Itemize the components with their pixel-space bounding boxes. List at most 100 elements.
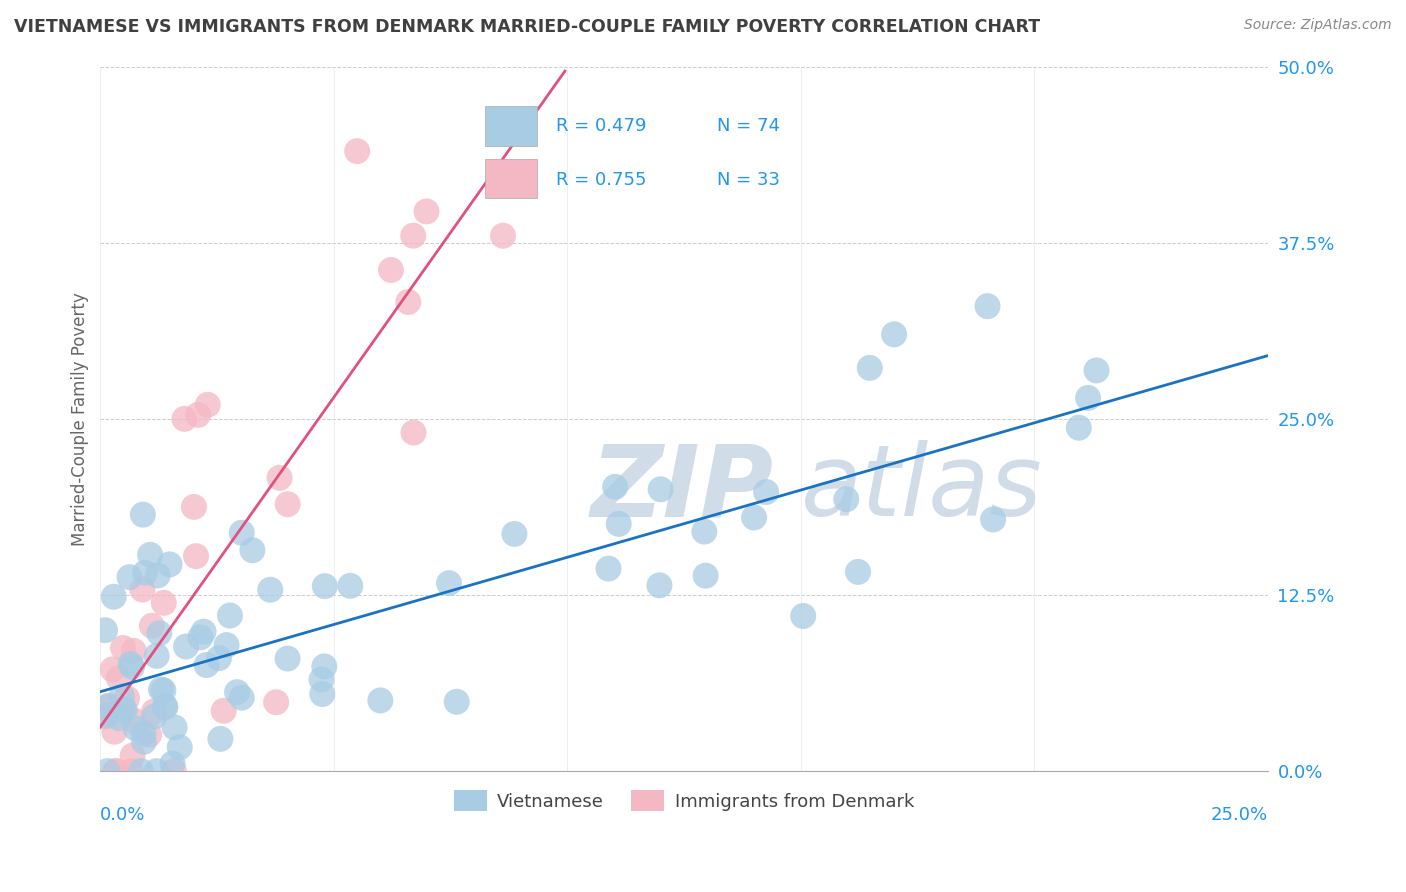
Point — [693, 524, 716, 539]
Point — [695, 568, 717, 582]
Point — [792, 609, 814, 624]
Point — [264, 695, 287, 709]
Point — [346, 144, 368, 158]
Point — [503, 527, 526, 541]
Point — [111, 689, 134, 703]
Point — [242, 543, 264, 558]
Point — [111, 640, 134, 655]
Point — [145, 764, 167, 779]
Point — [96, 708, 118, 723]
Point — [1067, 420, 1090, 434]
Point — [143, 709, 166, 723]
Point — [103, 724, 125, 739]
Point — [114, 703, 136, 717]
Point — [208, 651, 231, 665]
Point — [981, 512, 1004, 526]
Point — [195, 658, 218, 673]
Point — [650, 483, 672, 497]
Point — [152, 596, 174, 610]
Point — [122, 714, 145, 728]
Point — [187, 408, 209, 422]
Point — [105, 764, 128, 779]
Point — [97, 698, 120, 713]
Text: 0.0%: 0.0% — [100, 806, 146, 824]
Point — [132, 735, 155, 749]
Point — [155, 700, 177, 714]
Point — [129, 764, 152, 779]
Point — [231, 690, 253, 705]
Point — [492, 228, 515, 243]
Point — [1085, 363, 1108, 377]
Point — [132, 727, 155, 741]
Point — [149, 682, 172, 697]
Point — [846, 565, 869, 579]
Point — [231, 525, 253, 540]
Point — [370, 693, 392, 707]
Point — [859, 360, 882, 375]
Point — [883, 327, 905, 342]
Point — [1077, 391, 1099, 405]
Point — [311, 687, 333, 701]
Point — [269, 471, 291, 485]
Point — [402, 228, 425, 243]
Point — [277, 497, 299, 511]
Point — [152, 683, 174, 698]
Point — [115, 691, 138, 706]
Point — [219, 608, 242, 623]
Point — [742, 510, 765, 524]
Point — [190, 631, 212, 645]
Point — [120, 764, 142, 779]
Point — [120, 657, 142, 671]
Point — [108, 711, 131, 725]
Point — [380, 263, 402, 277]
Point — [96, 764, 118, 779]
Point — [183, 500, 205, 514]
Point — [396, 295, 419, 310]
Point — [141, 619, 163, 633]
Point — [121, 660, 143, 674]
Point — [976, 299, 998, 313]
Point — [607, 516, 630, 531]
Point — [108, 672, 131, 686]
Point — [132, 508, 155, 522]
Point — [835, 492, 858, 507]
Point — [259, 582, 281, 597]
Point — [402, 425, 425, 440]
Point — [94, 623, 117, 637]
Point — [415, 204, 437, 219]
Point — [212, 704, 235, 718]
Point — [146, 568, 169, 582]
Point — [648, 578, 671, 592]
Point — [184, 549, 207, 563]
Point — [145, 648, 167, 663]
Point — [101, 662, 124, 676]
Point — [215, 638, 238, 652]
Point — [173, 412, 195, 426]
Point — [124, 721, 146, 735]
Point — [153, 698, 176, 713]
Point — [134, 566, 156, 580]
Point — [148, 626, 170, 640]
Point — [162, 756, 184, 771]
Point — [111, 703, 134, 717]
Point — [209, 731, 232, 746]
Point — [118, 570, 141, 584]
Y-axis label: Married-Couple Family Poverty: Married-Couple Family Poverty — [72, 292, 89, 546]
Point — [103, 590, 125, 604]
Point — [138, 728, 160, 742]
Text: Source: ZipAtlas.com: Source: ZipAtlas.com — [1244, 18, 1392, 32]
Point — [339, 579, 361, 593]
Point — [314, 659, 336, 673]
Point — [143, 705, 166, 719]
Text: VIETNAMESE VS IMMIGRANTS FROM DENMARK MARRIED-COUPLE FAMILY POVERTY CORRELATION : VIETNAMESE VS IMMIGRANTS FROM DENMARK MA… — [14, 18, 1040, 36]
Point — [174, 640, 197, 654]
Point — [122, 644, 145, 658]
Point — [131, 582, 153, 597]
Point — [121, 748, 143, 763]
Point — [193, 624, 215, 639]
Point — [755, 485, 778, 500]
Point — [605, 480, 627, 494]
Point — [197, 398, 219, 412]
Point — [139, 548, 162, 562]
Text: 25.0%: 25.0% — [1211, 806, 1268, 824]
